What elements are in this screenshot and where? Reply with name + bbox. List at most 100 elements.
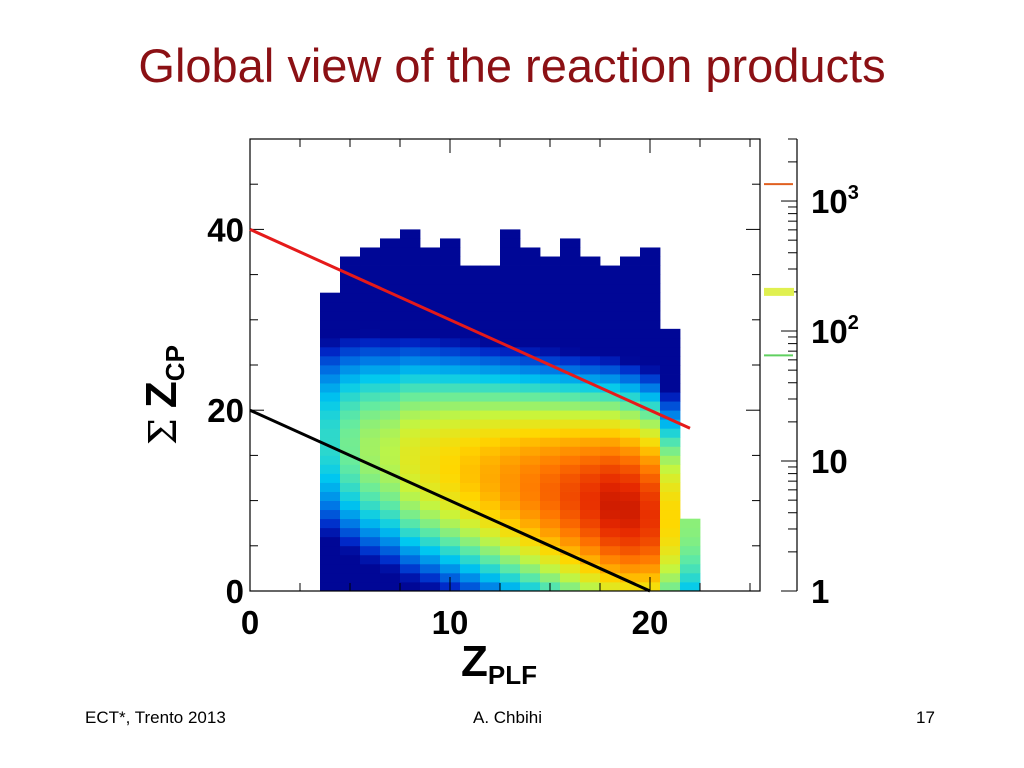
heatmap-cell (540, 328, 561, 339)
colorbar-tick-label: 102 (811, 312, 859, 350)
heatmap-cell (520, 545, 541, 556)
heatmap-cell (480, 401, 501, 411)
heatmap-cell (640, 256, 661, 266)
heatmap-cell (540, 410, 561, 420)
heatmap-cell (480, 491, 501, 501)
heatmap-cell (360, 581, 381, 592)
heatmap-cell (380, 337, 401, 348)
heatmap-cell (460, 446, 481, 456)
heatmap-cell (540, 536, 561, 547)
heatmap-cells (320, 229, 701, 592)
heatmap-cell (400, 491, 421, 501)
heatmap-cell (640, 455, 661, 465)
heatmap-cell (360, 401, 381, 411)
heatmap-cell (380, 383, 401, 393)
heatmap-cell (520, 346, 541, 357)
heatmap-cell (640, 346, 661, 357)
heatmap-cell (660, 428, 681, 438)
heatmap-cell (360, 536, 381, 547)
x-tick-label: 10 (432, 604, 469, 641)
heatmap-cell (340, 527, 361, 538)
heatmap-cell (580, 518, 601, 529)
heatmap-cell (320, 365, 341, 375)
heatmap-cell (660, 419, 681, 429)
heatmap-cell (380, 554, 401, 565)
heatmap-cell (500, 265, 521, 275)
heatmap-cell (360, 482, 381, 492)
heatmap-cell (340, 265, 361, 275)
heatmap-cell (620, 527, 641, 538)
heatmap-cell (520, 374, 541, 384)
heatmap-cell (340, 355, 361, 366)
heatmap-cell (560, 292, 581, 303)
heatmap-cell (500, 500, 521, 511)
heatmap-cell (560, 527, 581, 538)
heatmap-cell (420, 365, 441, 375)
heatmap-cell (500, 428, 521, 438)
heatmap-cell (580, 337, 601, 348)
heatmap-cell (480, 554, 501, 565)
heatmap-cell (600, 283, 621, 294)
heatmap-cell (640, 464, 661, 474)
heatmap-cell (540, 256, 561, 266)
heatmap-cell (560, 518, 581, 529)
heatmap-cell (400, 536, 421, 547)
heatmap-cell (500, 491, 521, 501)
heatmap-cell (580, 446, 601, 456)
heatmap-cell (480, 455, 501, 465)
heatmap-cell (400, 292, 421, 303)
heatmap-cell (440, 383, 461, 393)
heatmap-cell (520, 365, 541, 375)
heatmap-cell (400, 572, 421, 583)
heatmap-cell (580, 401, 601, 411)
heatmap-cell (400, 500, 421, 511)
heatmap-cell (340, 410, 361, 420)
heatmap-cell (600, 301, 621, 312)
heatmap-cell (580, 500, 601, 511)
heatmap-cell (660, 464, 681, 474)
heatmap-cell (640, 392, 661, 402)
heatmap-cell (580, 292, 601, 303)
heatmap-cell (600, 572, 621, 583)
heatmap-cell (500, 455, 521, 465)
heatmap-cell (480, 365, 501, 375)
heatmap-cell (340, 437, 361, 447)
heatmap-cell (360, 428, 381, 438)
heatmap-cell (360, 283, 381, 294)
heatmap-cell (340, 482, 361, 492)
heatmap-cell (440, 464, 461, 474)
heatmap-cell (420, 572, 441, 583)
heatmap-cell (400, 346, 421, 357)
overlay-lines (249, 228, 691, 593)
heatmap-cell (620, 464, 641, 474)
heatmap-cell (640, 410, 661, 420)
heatmap-cell (380, 265, 401, 275)
heatmap-cell (400, 446, 421, 456)
heatmap-cell (460, 283, 481, 294)
heatmap-cell (500, 545, 521, 556)
heatmap-cell (380, 355, 401, 366)
heatmap-cell (640, 383, 661, 393)
heatmap-cell (440, 428, 461, 438)
heatmap-cell (420, 554, 441, 565)
heatmap-cell (360, 527, 381, 538)
heatmap-cell (380, 563, 401, 574)
heatmap-cell (400, 274, 421, 285)
heatmap-cell (600, 428, 621, 438)
heatmap-cell (640, 500, 661, 511)
heatmap-cell (420, 337, 441, 348)
heatmap-cell (400, 265, 421, 275)
heatmap-cell (320, 482, 341, 492)
heatmap-cell (480, 346, 501, 357)
heatmap-cell (340, 545, 361, 556)
heatmap-cell (480, 581, 501, 592)
heatmap-cell (640, 509, 661, 520)
y-tick-label: 40 (207, 211, 244, 248)
heatmap-cell (500, 572, 521, 583)
heatmap-cell (440, 283, 461, 294)
heatmap-cell (520, 581, 541, 592)
heatmap-cell (600, 310, 621, 321)
heatmap-cell (320, 374, 341, 384)
heatmap-cell (640, 328, 661, 339)
